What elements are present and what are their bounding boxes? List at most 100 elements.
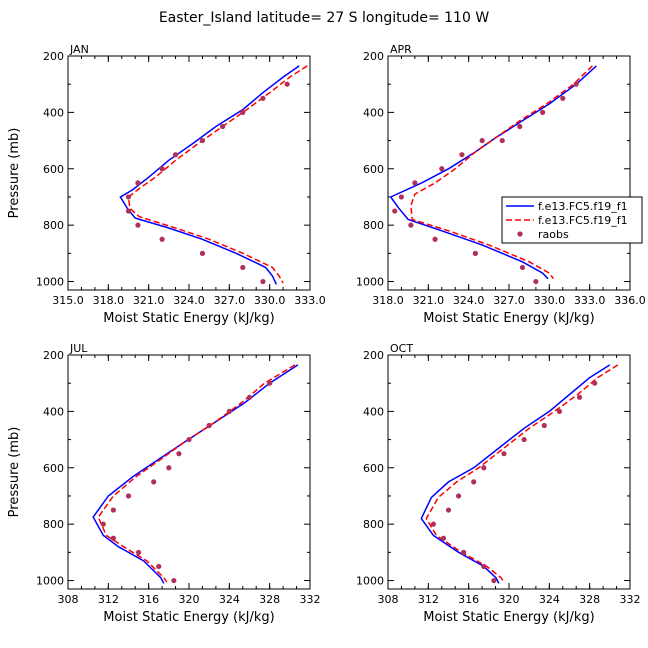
y-tick-label: 800 [43, 518, 64, 531]
panel-jan: JAN 315.0 318.0 321.0 324.0 327.0 330.0 333.0 20… [7, 43, 326, 326]
x-tick-label: 327.0 [493, 294, 525, 307]
x-tick-label: 320 [179, 593, 200, 606]
x-tick-label: 333.0 [294, 294, 326, 307]
series-line-dashed [127, 65, 308, 284]
raobs-point [176, 451, 182, 457]
x-tick-label: 336.0 [614, 294, 646, 307]
raobs-point [461, 549, 467, 555]
x-tick-label: 328 [579, 593, 600, 606]
plot-frame [67, 55, 311, 291]
raobs-point [491, 577, 497, 584]
x-tick-label: 308 [378, 593, 399, 606]
raobs-point [412, 180, 418, 186]
raobs-point [430, 521, 436, 527]
y-axis-label: Pressure (mb) [7, 427, 22, 518]
raobs-point [439, 166, 445, 172]
raobs-point [172, 152, 179, 158]
raobs-point [408, 222, 414, 228]
y-tick-label: 600 [363, 462, 384, 475]
figure-title: Easter_Island latitude= 27 S longitude= … [159, 10, 489, 26]
series-line-dashed [410, 65, 593, 280]
raobs-point [556, 408, 563, 414]
raobs-point [517, 123, 523, 130]
raobs-point [199, 250, 206, 256]
y-tick-label: 200 [43, 50, 64, 63]
raobs-point [541, 422, 547, 429]
panel-label: JUL [69, 342, 88, 355]
series-line-solid [119, 65, 300, 285]
raobs-point [260, 278, 266, 285]
x-tick-label: 324.0 [453, 294, 485, 307]
y-tick-label: 1000 [356, 575, 384, 588]
x-axis-label: Moist Static Energy (kJ/kg) [423, 311, 594, 326]
raobs-point [125, 208, 132, 214]
legend-swatch-raobs [517, 231, 523, 237]
x-tick-label: 332 [300, 593, 321, 606]
x-tick-label: 318.0 [93, 294, 125, 307]
x-tick-label: 324 [219, 593, 240, 606]
raobs-point [398, 194, 405, 200]
raobs-point [560, 95, 566, 101]
x-tick-label: 316 [458, 593, 479, 606]
raobs-point [226, 408, 232, 414]
raobs-point [472, 250, 478, 256]
raobs-point [186, 436, 192, 443]
y-tick-label: 600 [363, 163, 384, 176]
raobs-point [284, 81, 290, 87]
x-tick-label: 328 [259, 593, 280, 606]
series-line-dashed [425, 364, 619, 583]
raobs-point [481, 465, 487, 471]
y-tick-label: 1000 [356, 276, 384, 289]
x-tick-label: 330.0 [534, 294, 566, 307]
raobs-point [246, 394, 253, 400]
x-tick-label: 333.0 [574, 294, 606, 307]
plot-area [420, 364, 619, 584]
y-tick-label: 600 [43, 462, 64, 475]
panel-label: OCT [390, 342, 413, 355]
raobs-point [110, 507, 116, 513]
raobs-point [100, 521, 106, 527]
raobs-point [519, 264, 526, 271]
x-tick-label: 312 [418, 593, 439, 606]
plot-area [389, 65, 597, 285]
y-tick-label: 1000 [36, 276, 64, 289]
raobs-point [240, 264, 246, 271]
y-tick-label: 400 [363, 106, 384, 119]
x-tick-label: 332 [620, 593, 641, 606]
y-tick-label: 400 [363, 405, 384, 418]
x-tick-label: 320 [499, 593, 520, 606]
raobs-point [110, 535, 116, 541]
series-line-dashed [97, 364, 296, 583]
raobs-point [576, 394, 583, 400]
x-axis-label: Moist Static Energy (kJ/kg) [423, 610, 594, 625]
panel-jul: JUL 308 312 316 320 324 328 332 200 400 600 800 1000… [7, 342, 321, 625]
panel-apr: APR 318.0 321.0 324.0 327.0 330.0 333.0 336.0 20… [356, 43, 646, 326]
y-axis-label: Pressure (mb) [7, 128, 22, 219]
raobs-point [156, 563, 162, 570]
raobs-point [440, 535, 447, 541]
y-tick-label: 1000 [36, 575, 64, 588]
y-tick-label: 600 [43, 163, 64, 176]
legend-entry-label: raobs [538, 228, 569, 241]
raobs-point [471, 479, 477, 485]
y-tick-label: 400 [43, 106, 64, 119]
raobs-point [135, 222, 141, 228]
raobs-point [171, 577, 177, 584]
y-tick-label: 800 [363, 518, 384, 531]
raobs-point [445, 507, 452, 513]
legend-entry-label: f.e13.FC5.f19_f1 [538, 214, 628, 227]
x-axis-label: Moist Static Energy (kJ/kg) [103, 610, 274, 625]
raobs-point [199, 137, 206, 144]
raobs-point [220, 123, 226, 130]
x-tick-label: 324.0 [173, 294, 205, 307]
x-tick-label: 312 [98, 593, 119, 606]
x-tick-label: 321.0 [413, 294, 445, 307]
raobs-point [151, 479, 157, 485]
raobs-point [267, 380, 273, 386]
raobs-point [432, 236, 438, 242]
raobs-point [240, 109, 246, 115]
panel-label: JAN [69, 43, 89, 56]
x-tick-label: 315.0 [52, 294, 84, 307]
raobs-point [159, 166, 165, 172]
